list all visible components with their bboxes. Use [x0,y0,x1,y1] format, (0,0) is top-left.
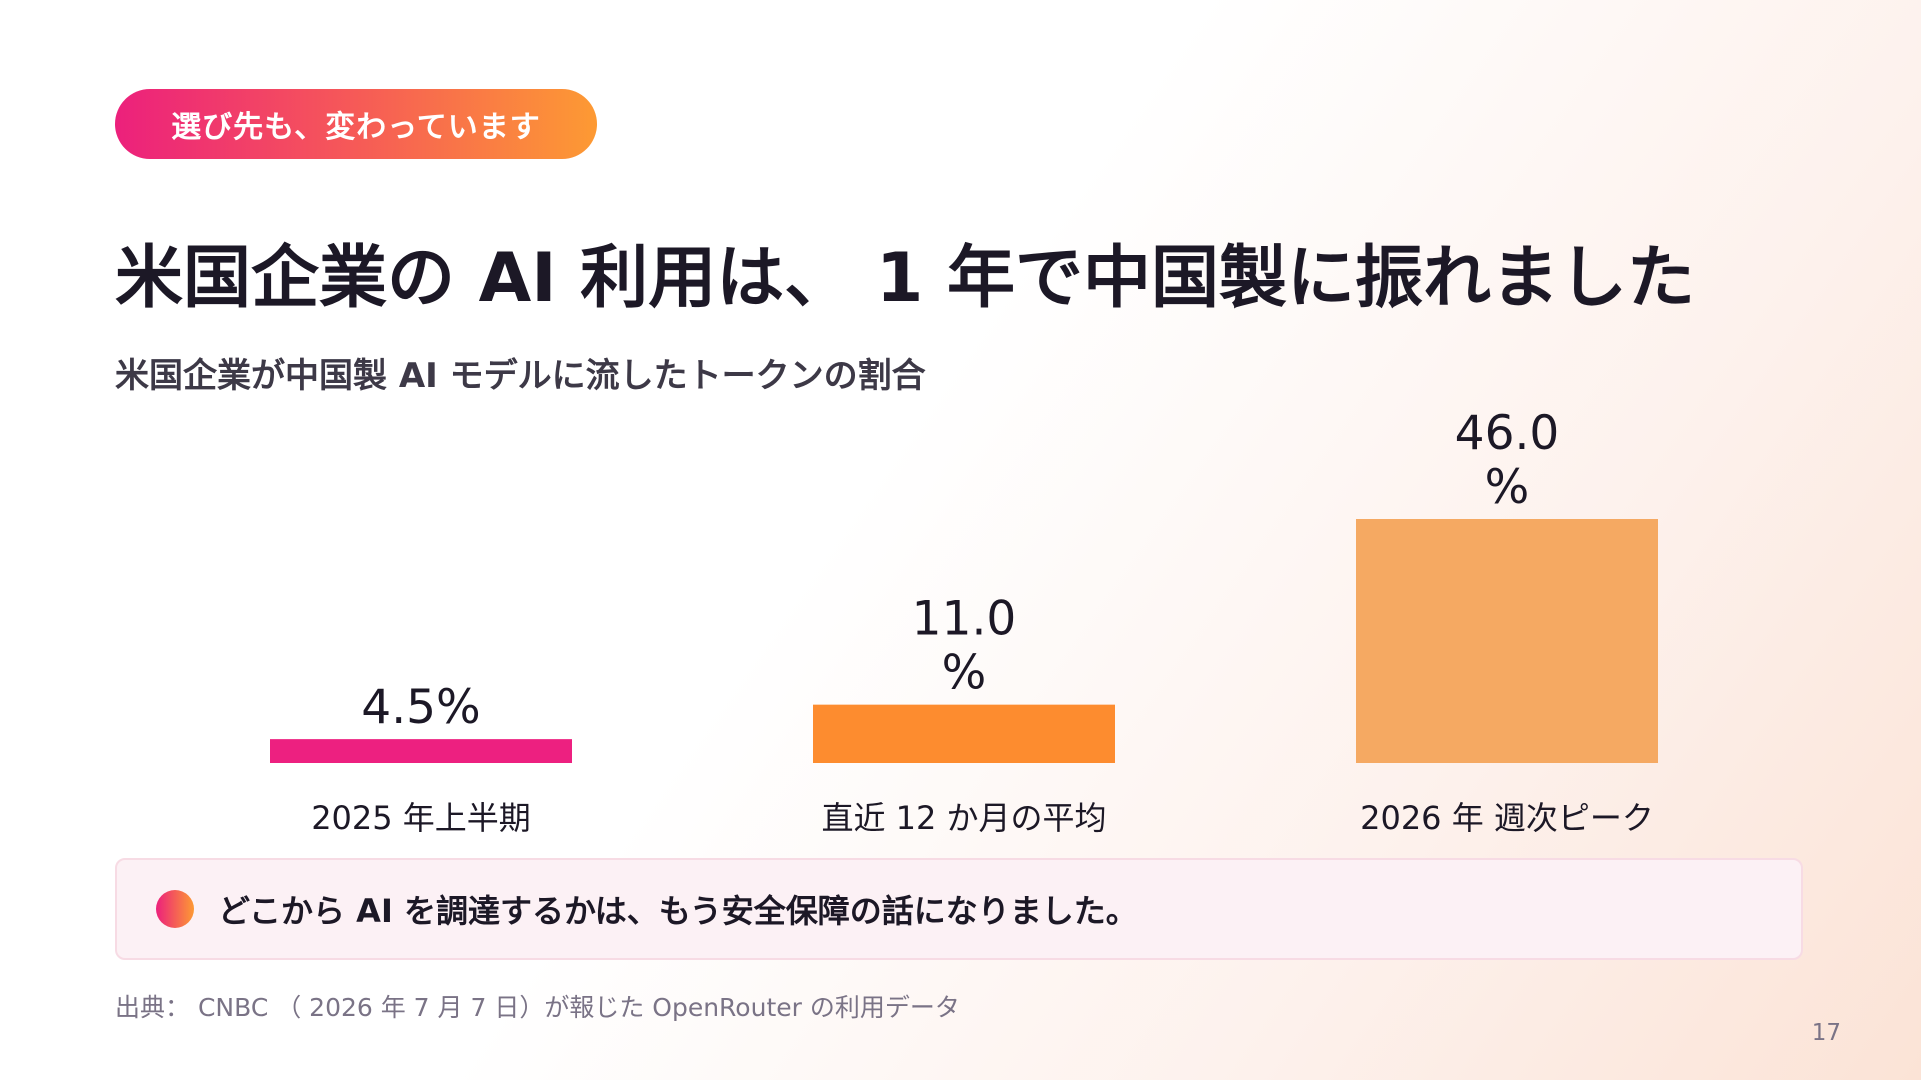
category-label-3: 2026 年 週次ピーク [1360,799,1654,837]
callout-box: どこから AI を調達するかは、もう安全保障の話になりました。 [115,858,1803,960]
bar-3-value-label: 46.0 [1455,406,1560,461]
bar-chart: 4.5% 2025 年上半期 11.0% 直近 12 か月の平均 46.0% 2026 年… [270,406,1658,837]
page-number: 17 [1811,1020,1841,1046]
category-label-2: 直近 12 か月の平均 [821,799,1106,837]
bar-2 [813,704,1115,763]
slide-title: 米国企業の AI 利用は、 1 年で中国製に振れました [115,239,1695,318]
category-label-1: 2025 年上半期 [311,799,531,837]
bar-2-value-label: % [942,646,987,701]
bar-3-value-label: % [1485,460,1530,515]
bar-1 [270,739,572,763]
bar-3 [1356,519,1658,763]
section-pill: 選び先も、変わっています [115,89,597,159]
callout-dot-icon [156,890,194,928]
source-note: 出典： CNBC （ 2026 年 7 月 7 日）が報じた OpenRoute… [115,993,960,1022]
bar-2-value-label: 11.0 [912,592,1017,647]
bar-1-value-label: 4.5% [361,680,480,735]
chart-subtitle: 米国企業が中国製 AI モデルに流したトークンの割合 [115,356,926,396]
callout-text: どこから AI を調達するかは、もう安全保障の話になりました。 [218,892,1138,930]
section-pill-label: 選び先も、変わっています [171,110,541,145]
